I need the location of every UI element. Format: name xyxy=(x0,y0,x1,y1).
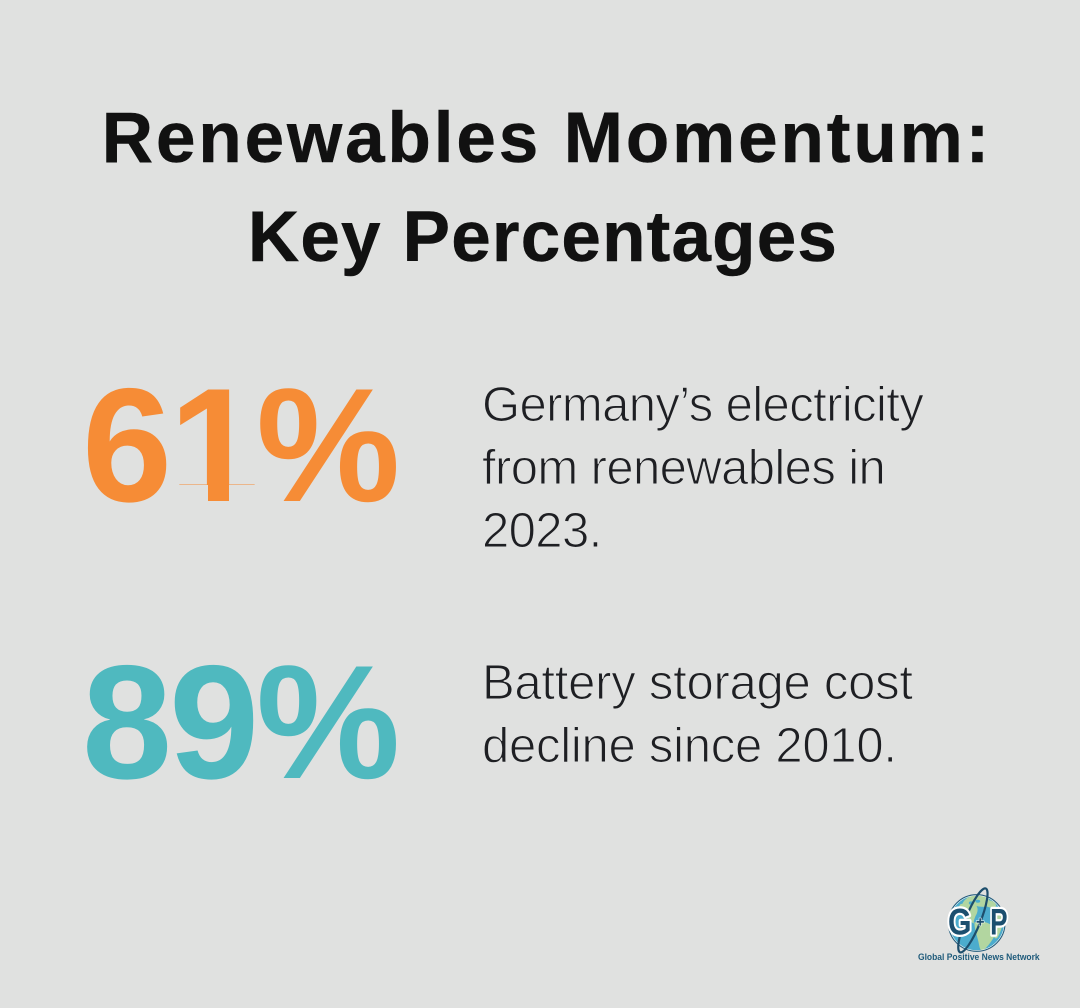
svg-text:P: P xyxy=(990,901,1007,943)
svg-text:G: G xyxy=(948,902,972,943)
svg-text:Global Positive News Network: Global Positive News Network xyxy=(918,951,1040,962)
